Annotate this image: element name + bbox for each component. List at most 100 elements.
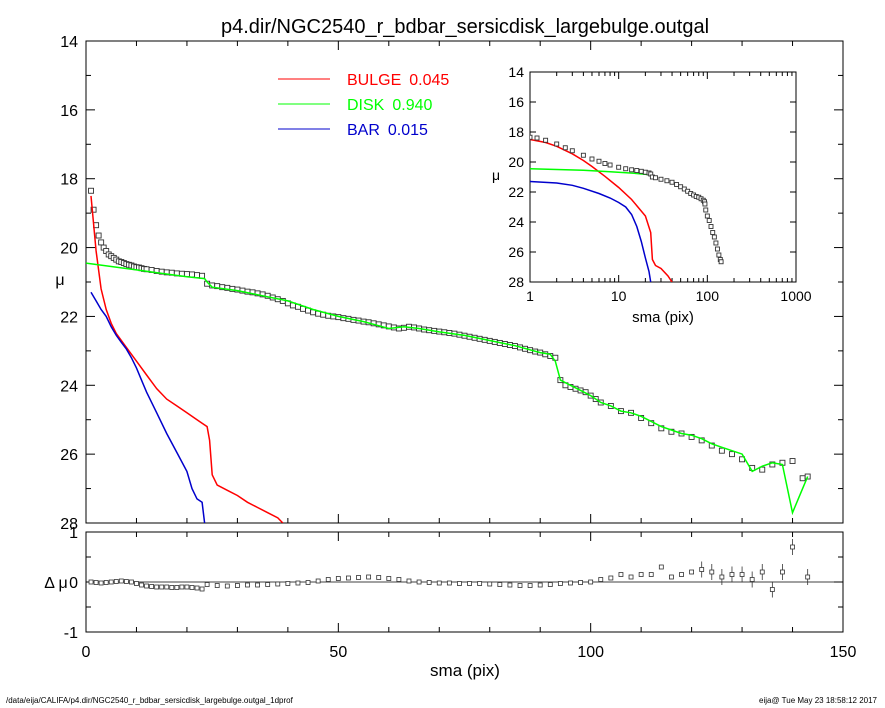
residual-data-point [129,579,134,585]
residual-x-tick-label: 50 [329,644,347,661]
inset-y-tick-label: 28 [508,274,524,290]
main-y-axis-label: μ [55,272,64,289]
legend-name: BULGE [347,72,401,89]
residual-data-point [719,574,725,580]
main-y-tick-label: 24 [60,378,78,395]
residual-data-point [123,579,129,584]
residual-data-point [446,580,452,586]
footer-timestamp: eija@ Tue May 23 18:58:12 2017 [759,696,878,705]
residual-data-point [527,583,533,588]
main-disk-line [86,262,809,516]
residual-x-ticks: 0 50 100 150 [82,532,857,661]
residual-data-point [179,584,185,590]
residual-data-point [608,575,614,581]
main-x-ticks [85,41,844,523]
main-data-point [718,447,725,454]
main-data-point [789,458,796,464]
inset-x-axis-label: sma (pix) [632,309,694,326]
legend: BULGE 0.045 DISK 0.940 BAR 0.015 [278,72,449,139]
residual-data-point [199,586,205,592]
residual-y-tick-label: 0 [69,575,78,592]
legend-name: BAR [347,122,380,139]
residual-data-point [295,580,301,586]
inset-data-point [710,230,716,235]
inset-data-point [602,161,608,166]
residual-data-point [618,572,624,577]
residual-data-point [149,584,155,589]
residual-data-point [729,572,735,577]
inset-y-axis-label: μ [492,167,500,183]
main-y-tick-label: 22 [60,309,78,326]
residual-data-point [679,572,684,577]
inset-data-point [718,259,724,265]
inset-data-point [711,234,717,240]
main-bar-line [90,291,206,523]
residual-data-point [769,587,775,592]
residual-y-tick-label: -1 [64,625,78,642]
residual-data-point [204,582,210,587]
inset-data-point [629,167,635,173]
main-data-point [194,272,200,279]
residual-data-point [285,581,291,586]
residual-data-point [154,584,160,590]
residual-data-point [689,569,694,575]
inset-series-group [530,134,724,282]
residual-data-point [557,581,563,586]
main-plot-panel: 14 16 18 20 22 24 26 28 μ BULGE 0.045 DISK 0.940 BA… [55,34,844,533]
residual-data-point [184,584,190,590]
inset-y-tick-label: 18 [508,124,524,140]
residual-data-point [164,584,170,590]
inset-data-point [703,207,709,213]
inset-data-point [534,135,540,141]
inset-data-point [708,224,714,229]
residual-data-point [780,569,785,575]
residual-data-point [88,579,94,585]
main-series-clip [86,187,811,523]
residual-data-point [224,583,230,589]
residual-data-point [416,579,422,585]
inset-y-tick-label: 22 [508,184,524,200]
main-y-tick-label: 20 [60,241,78,258]
residual-data-point [144,583,149,589]
residual-x-tick-label: 100 [577,644,604,661]
residual-data-point [265,582,271,587]
inset-data-point [713,240,719,246]
inset-data-point [616,164,622,170]
inset-data-point [589,156,595,162]
residual-data-point [709,569,715,575]
residual-data-point [346,575,351,581]
inset-data-point [669,179,675,185]
inset-data-point [554,141,560,147]
residual-data-point [103,580,109,585]
inset-data-point [562,145,568,151]
inset-data-point [702,201,708,207]
inset-plot-frame [529,71,797,283]
residual-data-point [467,581,472,586]
residual-data-point [169,585,175,590]
inset-data-point [569,148,575,154]
inset-x-tick-label: 1000 [780,288,811,304]
inset-y-tick-label: 16 [508,94,524,110]
inset-data-point [634,168,640,174]
residual-x-tick-label: 150 [830,644,857,661]
residual-y-ticks: -1 0 1 [64,525,843,642]
inset-plot-panel: 14 16 18 20 22 24 26 28 1 10 100 1000 μ sma (pix) [492,64,812,326]
residual-data-point [790,544,795,550]
residual-data-point [134,581,139,586]
residual-data-point [568,580,573,586]
main-y-tick-label: 16 [60,103,78,120]
main-data-point [799,475,806,482]
main-data-point [98,239,105,246]
inset-data-point [653,175,658,181]
residual-data-point [315,578,321,584]
residual-data-point [598,577,604,582]
residual-data-point [275,581,281,587]
residual-data-point [234,583,240,588]
residual-data-point [436,580,442,586]
main-data-point [759,466,766,473]
chart-title: p4.dir/NGC2540_r_bdbar_sersicdisk_largeb… [221,16,709,38]
main-series-group [86,187,811,523]
residual-data-point [648,572,654,577]
main-y-tick-label: 26 [60,447,78,464]
main-data-point [769,461,776,468]
